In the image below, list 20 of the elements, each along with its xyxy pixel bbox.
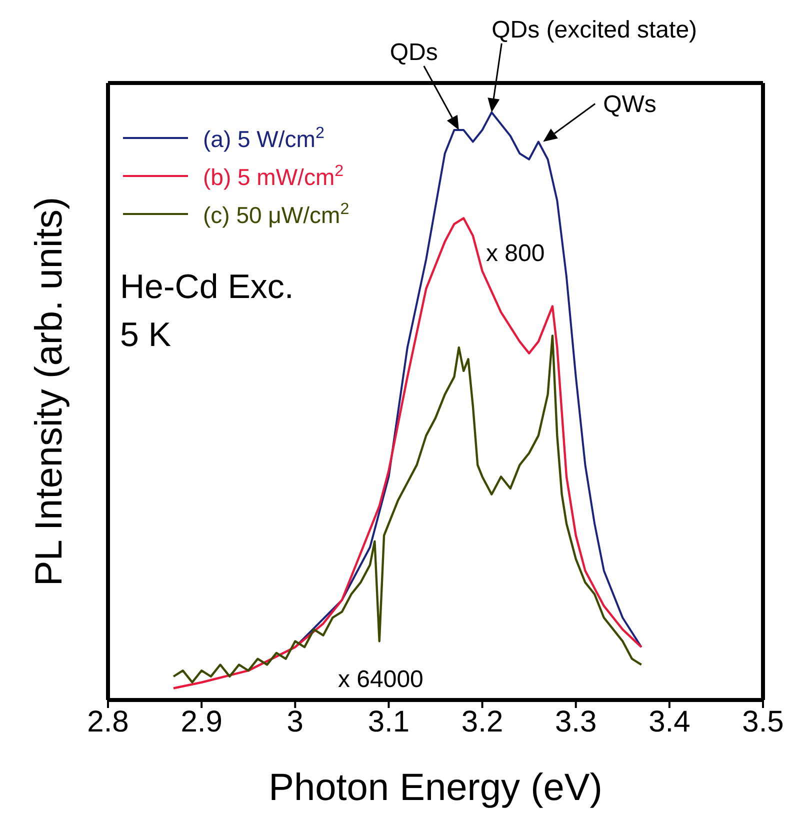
legend-label: (a) 5 W/cm$^{2}$ [203,124,324,152]
y-axis-title: PL Intensity (arb. units) [28,196,70,586]
x-tick-label: 3.4 [648,705,690,738]
legend-label: (c) 50 μW/cm$^{2}$ [203,200,350,228]
annotation: 5 K [120,316,172,355]
annotation: He-Cd Exc. [120,268,294,307]
x-tick-label: 3.2 [461,705,504,738]
x-axis-title: Photon Energy (eV) [268,767,602,809]
x-tick-label: 2.8 [87,705,129,738]
annotation: QDs [390,39,438,66]
annotation: x 64000 [338,666,424,694]
x-tick-label: 2.9 [180,705,222,738]
x-tick-label: 3 [286,705,304,738]
annotation: QWs [603,90,656,118]
x-tick-label: 3.5 [742,705,784,738]
annotation: QDs (excited state) [492,16,698,44]
annotation: x 800 [486,240,545,268]
x-tick-label: 3.3 [555,705,597,738]
legend-label: (b) 5 mW/cm$^{2}$ [203,162,344,190]
x-tick-label: 3.1 [368,705,410,738]
